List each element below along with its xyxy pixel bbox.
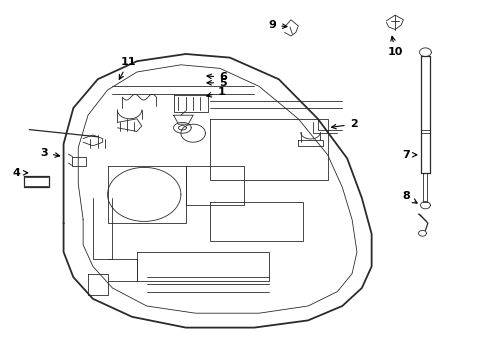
Text: 2: 2: [331, 119, 357, 129]
Text: 11: 11: [119, 57, 136, 79]
Text: 3: 3: [40, 148, 60, 158]
Text: 7: 7: [401, 150, 416, 160]
Text: 4: 4: [13, 168, 28, 178]
Text: 5: 5: [206, 78, 226, 88]
Text: 9: 9: [268, 20, 286, 30]
Text: 10: 10: [387, 36, 402, 57]
Text: 8: 8: [401, 191, 416, 203]
Text: 6: 6: [206, 72, 226, 82]
Text: 1: 1: [206, 87, 225, 97]
